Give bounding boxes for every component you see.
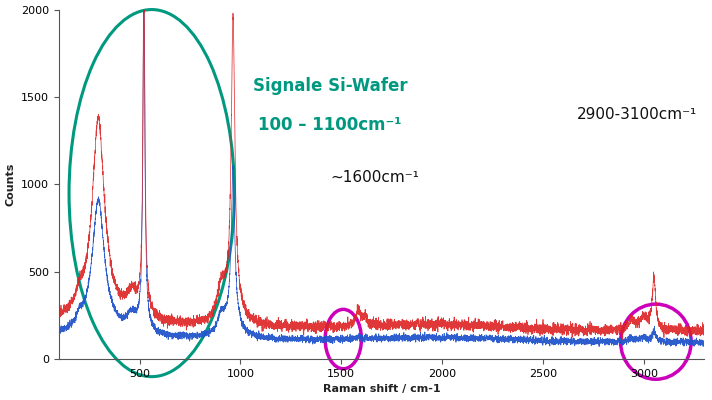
- X-axis label: Raman shift / cm-1: Raman shift / cm-1: [323, 384, 441, 394]
- Text: 2900-3100cm⁻¹: 2900-3100cm⁻¹: [577, 107, 696, 122]
- Y-axis label: Counts: Counts: [6, 163, 16, 206]
- Text: 100 – 1100cm⁻¹: 100 – 1100cm⁻¹: [258, 116, 402, 134]
- Text: ~1600cm⁻¹: ~1600cm⁻¹: [330, 170, 419, 185]
- Text: Signale Si-Wafer: Signale Si-Wafer: [253, 78, 407, 96]
